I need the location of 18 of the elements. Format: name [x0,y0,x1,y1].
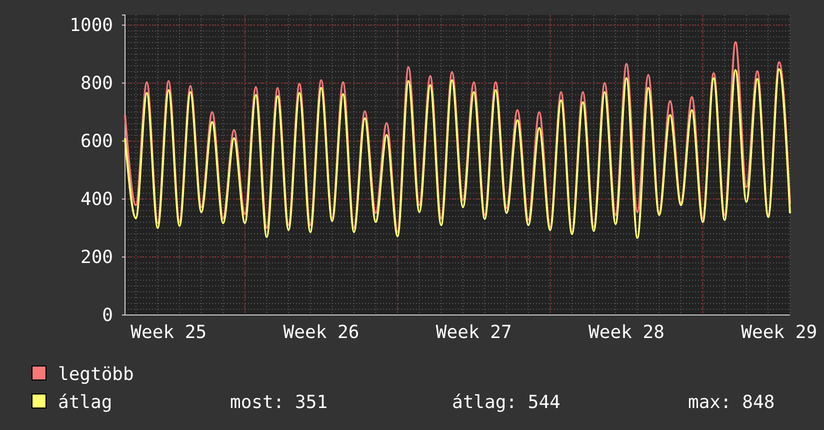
y-tick-label: 400 [80,188,113,210]
y-tick-label: 600 [80,130,113,152]
y-tick-label: 1000 [70,14,113,36]
legend-label: legtöbb [58,364,134,385]
y-tick-label: 0 [102,304,113,326]
x-tick-label: Week 26 [283,322,360,343]
text: most: 351 [230,392,328,413]
line-series [124,68,791,239]
x-tick-label: Week 28 [588,322,664,343]
y-tick-label: 200 [80,246,113,268]
x-tick-label: Week 27 [436,322,512,343]
legend-label: átlag [58,392,112,413]
text: max: 848 [688,392,775,413]
x-tick-label: Week 29 [741,322,818,343]
line-series [124,41,791,234]
x-tick-label: Week 25 [130,322,207,343]
text: átlag: 544 [452,392,560,413]
y-tick-label: 800 [80,72,113,94]
